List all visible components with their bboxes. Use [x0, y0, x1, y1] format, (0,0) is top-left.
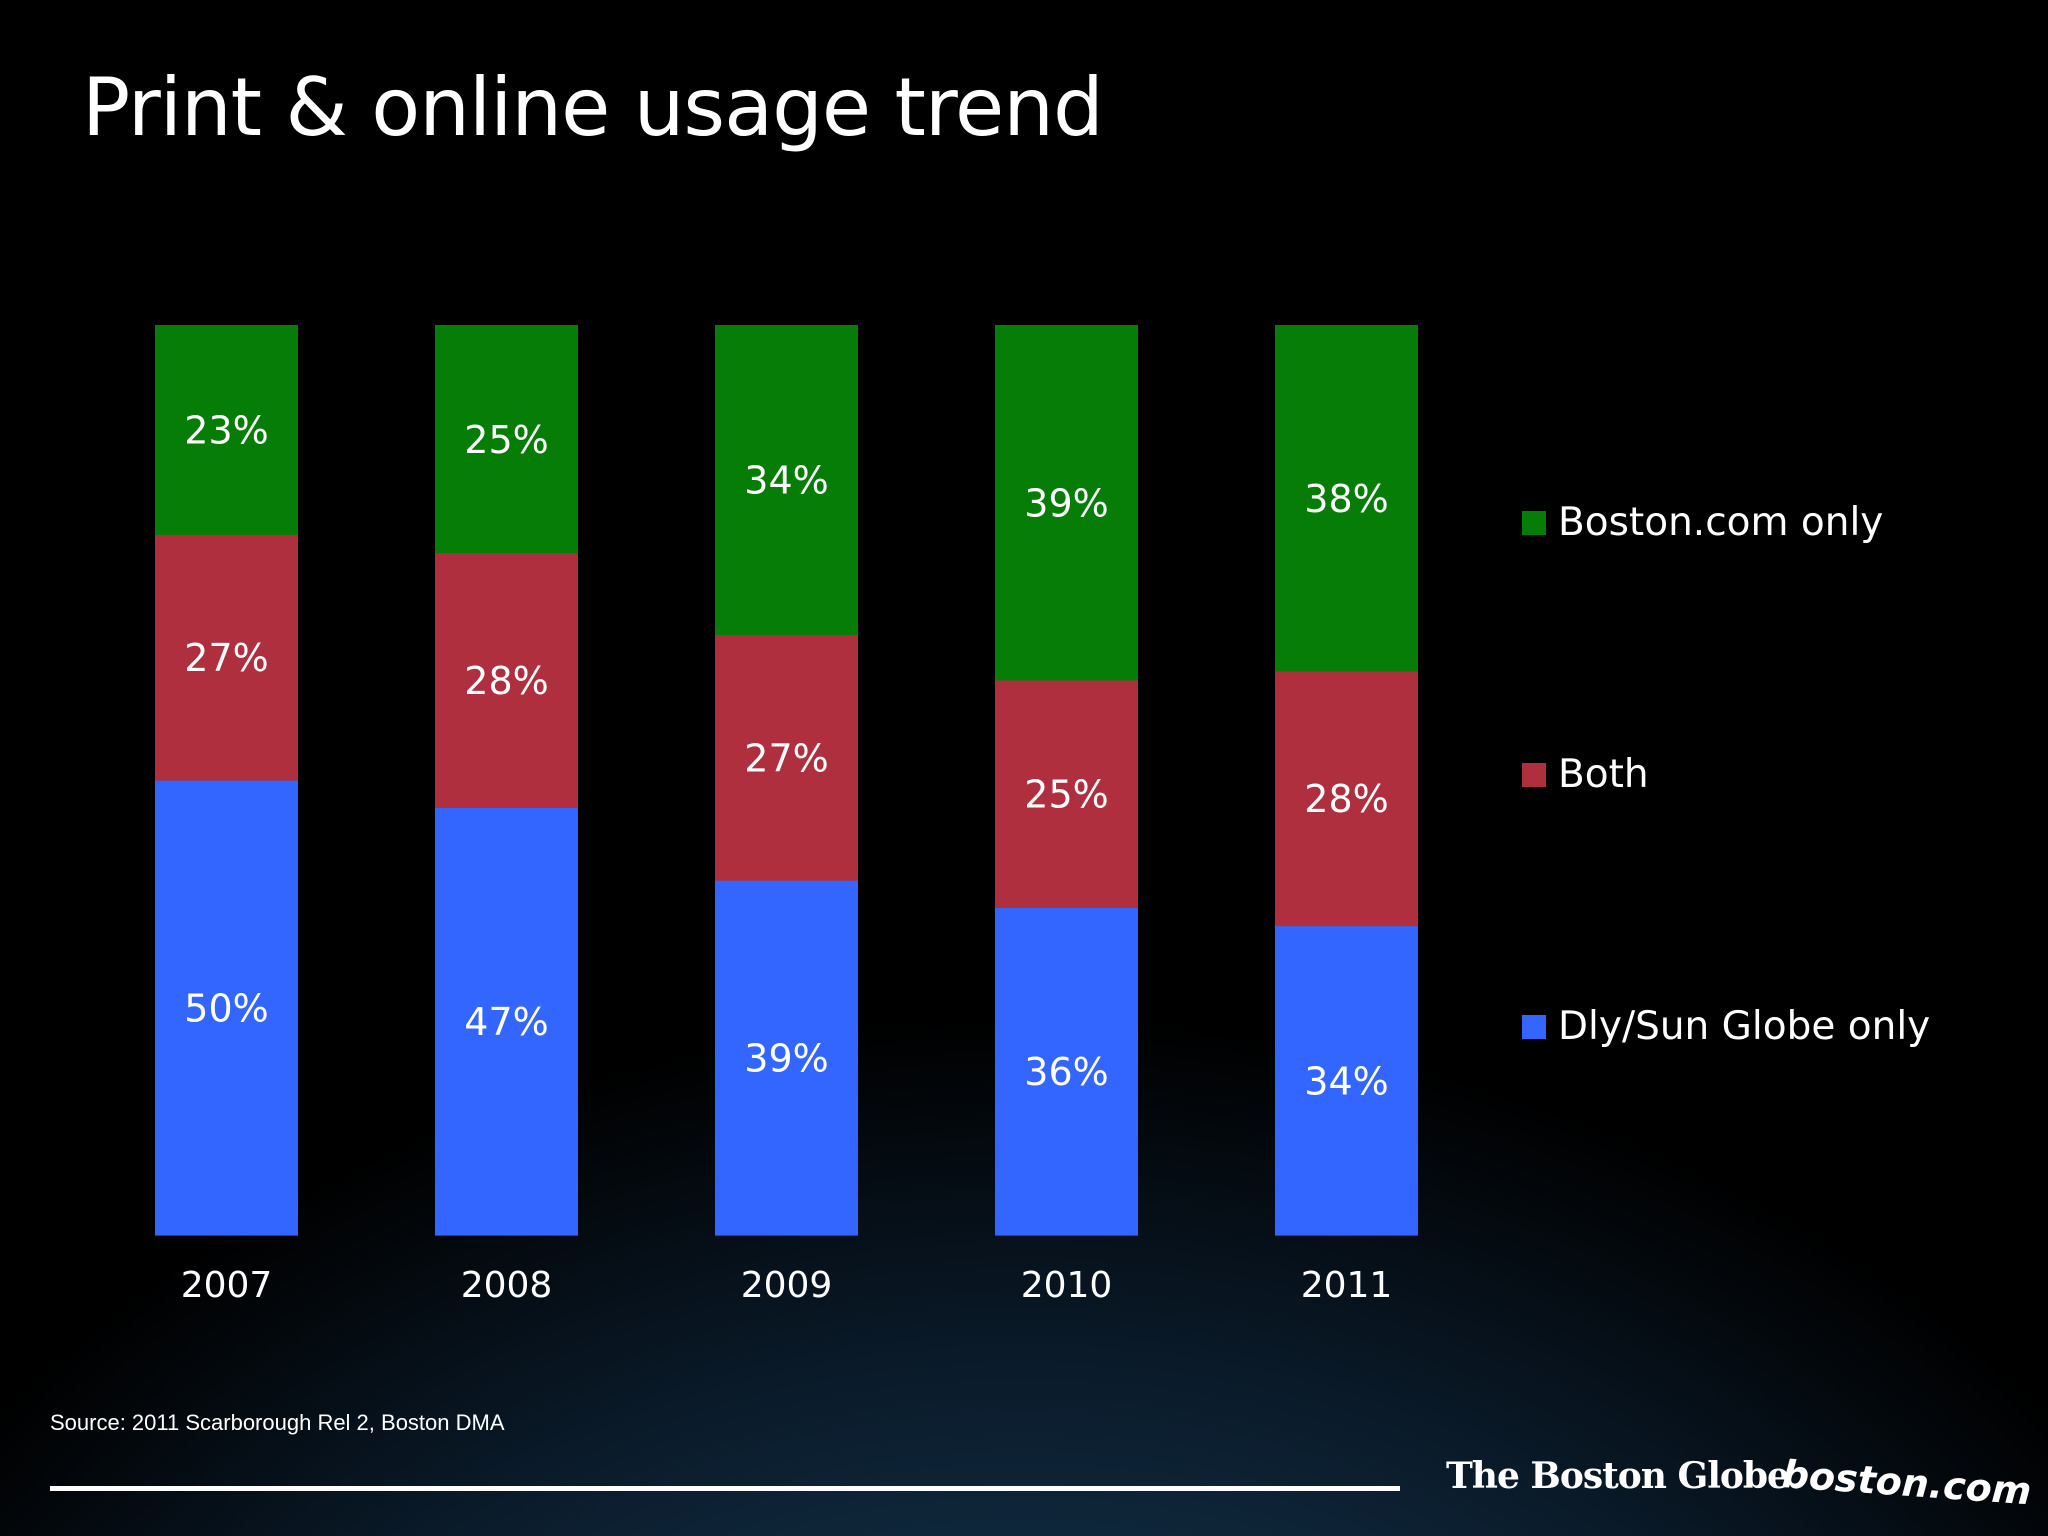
boston-globe-logo: The Boston Globe	[1446, 1455, 1790, 1497]
bar-segment-dly-sun-globe-only-2010	[995, 907, 1138, 1236]
bar-segment-both-2008	[435, 552, 578, 808]
bar-segment-both-2010	[995, 679, 1138, 908]
bar-segment-boston-com-only-2011	[1275, 325, 1418, 672]
data-label-dly-sun-globe-only-2008: 47%	[464, 1000, 548, 1044]
data-label-boston-com-only-2011: 38%	[1304, 477, 1388, 521]
bar-segment-boston-com-only-2010	[995, 325, 1138, 681]
source-note: Source: 2011 Scarborough Rel 2, Boston D…	[50, 1410, 505, 1435]
legend-swatch-both	[1522, 762, 1546, 787]
footer-divider	[50, 1486, 1400, 1491]
bar-segment-boston-com-only-2008	[435, 325, 578, 554]
bar-segment-dly-sun-globe-only-2008	[435, 807, 578, 1236]
data-label-dly-sun-globe-only-2009: 39%	[744, 1037, 828, 1081]
legend-item-both: Both	[1522, 752, 1649, 797]
bar-segment-dly-sun-globe-only-2011	[1275, 925, 1418, 1236]
bar-segment-both-2011	[1275, 670, 1418, 927]
x-tick-label-2007: 2007	[181, 1265, 273, 1306]
bar-segment-both-2007	[155, 534, 298, 781]
slide-title: Print & online usage trend	[82, 61, 1104, 154]
data-label-boston-com-only-2008: 25%	[464, 418, 548, 462]
x-tick-label-2008: 2008	[461, 1265, 553, 1306]
bar-segment-dly-sun-globe-only-2007	[155, 780, 298, 1236]
data-label-boston-com-only-2007: 23%	[184, 409, 268, 453]
legend-label-both: Both	[1558, 752, 1649, 797]
x-tick-label-2011: 2011	[1301, 1265, 1393, 1306]
x-tick-label-2010: 2010	[1021, 1265, 1113, 1306]
data-label-dly-sun-globe-only-2010: 36%	[1024, 1050, 1108, 1094]
data-label-dly-sun-globe-only-2011: 34%	[1304, 1059, 1388, 1103]
bar-segment-dly-sun-globe-only-2009	[715, 880, 858, 1236]
data-label-both-2007: 27%	[184, 636, 268, 680]
legend-swatch-boston-com-only	[1522, 510, 1546, 535]
legend-item-dly-sun-globe-only: Dly/Sun Globe only	[1522, 1004, 1930, 1049]
data-label-both-2009: 27%	[744, 736, 828, 780]
data-label-dly-sun-globe-only-2007: 50%	[184, 987, 268, 1031]
legend-label-boston-com-only: Boston.com only	[1558, 500, 1884, 545]
data-label-boston-com-only-2010: 39%	[1024, 481, 1108, 525]
legend-label-dly-sun-globe-only: Dly/Sun Globe only	[1558, 1004, 1931, 1049]
bar-segment-both-2009	[715, 634, 858, 881]
data-label-boston-com-only-2009: 34%	[744, 459, 828, 503]
bar-segment-boston-com-only-2009	[715, 325, 858, 635]
data-label-both-2010: 25%	[1024, 773, 1108, 817]
x-tick-label-2009: 2009	[741, 1265, 833, 1306]
legend-swatch-dly-sun-globe-only	[1522, 1014, 1546, 1039]
data-label-both-2011: 28%	[1304, 777, 1388, 821]
data-label-both-2008: 28%	[464, 659, 548, 703]
bar-segment-boston-com-only-2007	[155, 325, 298, 535]
legend-item-boston-com-only: Boston.com only	[1522, 500, 1883, 545]
